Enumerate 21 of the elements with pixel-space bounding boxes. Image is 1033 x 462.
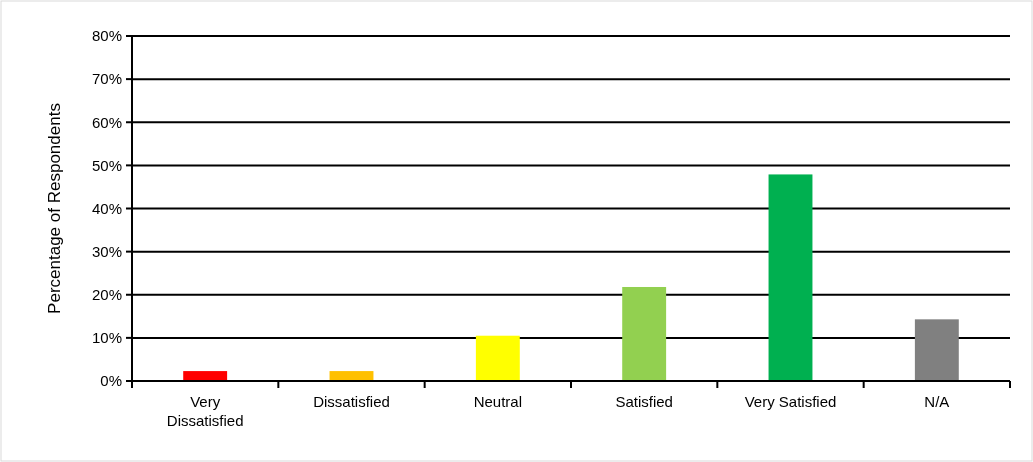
y-axis-title: Percentage of Respondents [45, 103, 64, 314]
y-tick-label: 60% [91, 113, 122, 131]
y-tick-label: 30% [91, 242, 122, 260]
y-tick-label: 20% [91, 286, 122, 303]
y-tick-label: 80% [91, 27, 122, 45]
bar [914, 319, 959, 381]
bar [183, 371, 228, 381]
y-tick-label: 50% [91, 156, 122, 174]
bar [768, 174, 813, 381]
y-tick-label: 70% [91, 70, 122, 88]
y-tick-label: 10% [91, 329, 122, 347]
x-tick-label: Satisfied [615, 393, 673, 410]
x-tick-label: Neutral [473, 393, 523, 410]
bar [622, 286, 667, 381]
x-tick-label: Very Satisfied [744, 393, 837, 410]
x-tick-label: Dissatisfied [313, 393, 390, 410]
y-tick-label: 40% [91, 199, 122, 217]
y-tick-label: 0% [100, 372, 122, 390]
bar [475, 335, 520, 381]
x-tick-label: N/A [924, 393, 950, 410]
x-tick-label: Very Dissatisfied [166, 393, 244, 429]
